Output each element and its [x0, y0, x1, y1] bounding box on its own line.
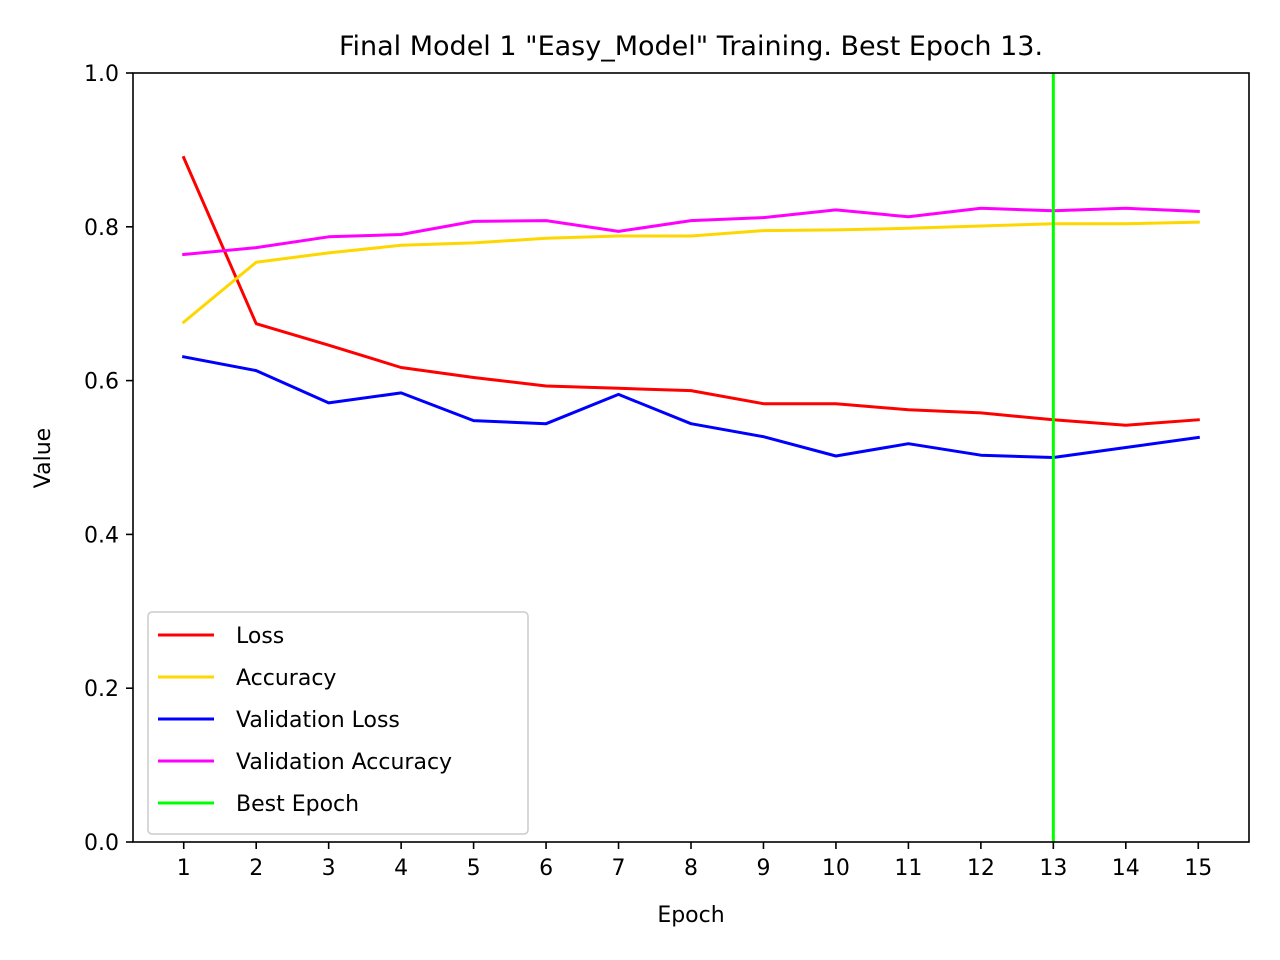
x-tick-label: 9	[756, 856, 770, 881]
x-tick-label: 13	[1039, 856, 1067, 881]
series-line-1	[181, 220, 1200, 325]
x-tick-label: 8	[684, 856, 698, 881]
y-axis: 0.0 0.2 0.4 0.6 0.8 1.0	[84, 62, 133, 856]
legend: Loss Accuracy Validation Loss Validation Ac…	[147, 611, 529, 835]
x-tick-label: 1	[177, 856, 191, 881]
x-tick-label: 3	[322, 856, 336, 881]
legend-entry: Validation Loss	[236, 708, 400, 733]
legend-entry: Accuracy	[236, 666, 336, 691]
x-tick-label: 6	[539, 856, 553, 881]
legend-entry: Loss	[236, 624, 284, 649]
series-line-2	[181, 355, 1200, 459]
y-tick-label: 0.0	[84, 831, 119, 856]
x-tick-label: 14	[1112, 856, 1140, 881]
x-axis: 1 2 3 4 5 6 7 8 9 10 11 12 13 14 15	[177, 842, 1212, 881]
chart-title: Final Model 1 "Easy_Model" Training. Bes…	[339, 31, 1043, 62]
x-tick-label: 15	[1184, 856, 1212, 881]
legend-entry: Validation Accuracy	[236, 750, 452, 775]
y-tick-label: 0.4	[84, 523, 119, 548]
plot-area	[132, 72, 1250, 843]
x-tick-label: 5	[467, 856, 481, 881]
y-tick-label: 0.2	[84, 677, 119, 702]
x-tick-label: 2	[249, 856, 263, 881]
series-line-3	[182, 206, 1200, 257]
x-tick-label: 10	[822, 856, 850, 881]
legend-entry: Best Epoch	[236, 792, 359, 817]
y-tick-label: 0.6	[84, 370, 119, 395]
x-axis-label: Epoch	[657, 903, 724, 928]
x-tick-label: 7	[612, 856, 626, 881]
x-tick-label: 4	[394, 856, 408, 881]
series-line-0	[181, 155, 1200, 427]
y-axis-label: Value	[31, 428, 56, 488]
y-tick-label: 0.8	[84, 216, 119, 241]
x-tick-label: 12	[967, 856, 995, 881]
y-tick-label: 1.0	[84, 62, 119, 87]
x-tick-label: 11	[894, 856, 922, 881]
legend-box	[147, 611, 529, 835]
